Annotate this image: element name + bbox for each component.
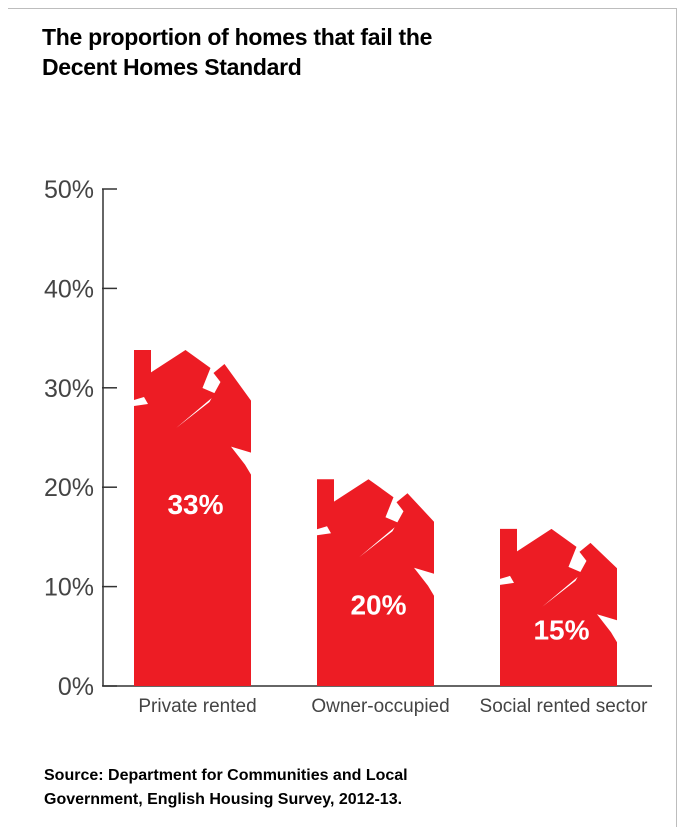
bar-social-rented-sector [500, 528, 617, 686]
bar-crack-notch [134, 396, 148, 406]
x-category-label: Social rented sector [480, 696, 649, 717]
source-line-2: Government, English Housing Survey, 2012… [44, 791, 403, 808]
bar-crack-notch [500, 575, 514, 585]
bar-owner-occupied [317, 479, 434, 686]
y-tick-label: 20% [44, 474, 94, 502]
source-note: Source: Department for Communities and L… [44, 764, 408, 812]
chart-title: The proportion of homes that fail the De… [42, 22, 432, 82]
bar-value-label: 20% [350, 590, 406, 621]
y-tick-label: 10% [44, 574, 94, 602]
x-category-label: Owner-occupied [311, 696, 449, 717]
y-tick-label: 50% [44, 176, 94, 204]
title-line-1: The proportion of homes that fail the [42, 24, 433, 50]
title-line-2: Decent Homes Standard [42, 54, 302, 80]
source-line-1: Source: Department for Communities and L… [44, 767, 408, 784]
x-category-label: Private rented [138, 696, 256, 717]
y-tick-label: 0% [58, 673, 94, 701]
bar-value-label: 15% [533, 614, 589, 645]
bar-crack-notch [317, 526, 331, 536]
bar-private-rented [134, 349, 251, 686]
y-tick-label: 40% [44, 275, 94, 303]
bar-value-label: 33% [167, 489, 223, 520]
y-tick-label: 30% [44, 375, 94, 403]
